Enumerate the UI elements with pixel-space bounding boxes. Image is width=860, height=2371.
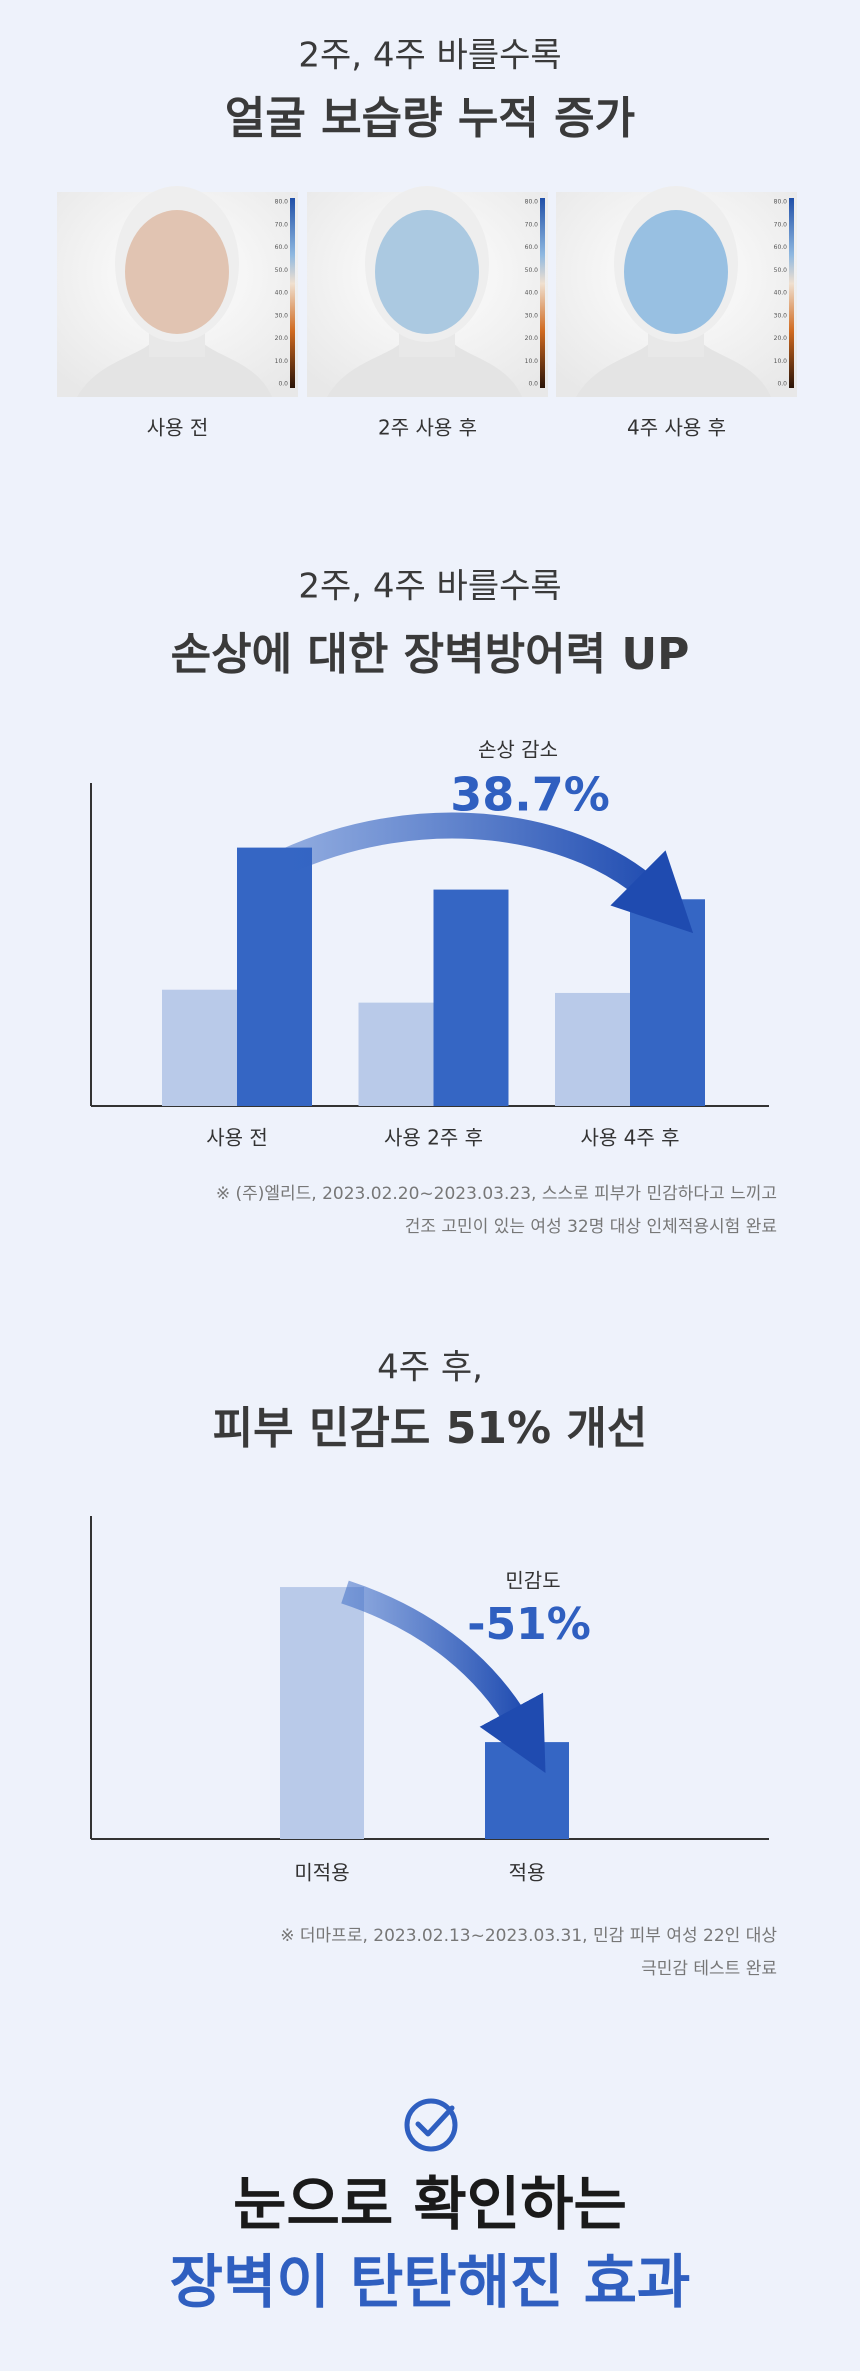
annotation-value: -51% [467,1599,591,1650]
x-tick-label: 사용 전 [206,1126,268,1150]
trend-arrow [279,812,694,934]
scale-label: 10.0 [525,358,539,365]
trend-arrow [341,1580,546,1774]
scale-label: 20.0 [525,335,539,342]
bar [237,847,312,1106]
x-tick-label: 미적용 [294,1861,349,1885]
moisture-tint [375,210,479,334]
bar [162,989,237,1106]
scale-label: 50.0 [525,267,539,274]
face-images: 사용 전80.070.060.050.040.030.020.010.00.02… [57,186,797,440]
scale-label: 40.0 [275,290,289,297]
section-subtitle: 4주 후, [377,1348,483,1388]
footnote: 건조 고민이 있는 여성 32명 대상 인체적용시험 완료 [405,1217,777,1237]
moisture-tint [624,210,728,334]
check-icon [404,2098,458,2152]
bar [485,1742,569,1839]
section-title: 손상에 대한 장벽방어력 UP [171,629,690,680]
color-scale [290,198,295,388]
color-scale [540,198,545,388]
footnote: ※ 더마프로, 2023.02.13~2023.03.31, 민감 피부 여성 … [280,1926,777,1946]
scale-label: 30.0 [774,312,788,319]
scale-label: 80.0 [525,199,539,206]
scale-label: 40.0 [525,290,539,297]
section-subtitle: 2주, 4주 바를수록 [298,36,561,76]
scale-label: 30.0 [525,312,539,319]
shoulders [77,342,272,397]
face-panel: 사용 전 80.0 70.0 60.0 50.0 40.0 30.0 20.0 10.0 0.0 [57,186,298,440]
barrier-chart: 사용 전 사용 2주 후 사용 4주 후 [90,783,769,1150]
annotation-label: 손상 감소 [478,738,558,762]
scale-label: 70.0 [275,221,289,228]
sensitivity-chart: 미적용 적용 [90,1516,769,1885]
annotation-label: 민감도 [505,1569,560,1593]
bar [555,992,630,1106]
shoulders [327,342,522,397]
x-tick-label: 적용 [509,1861,546,1885]
scale-label: 20.0 [774,335,788,342]
bar [280,1587,364,1839]
image-label: 2주 사용 후 [378,416,477,440]
section-title: 피부 민감도 51% 개선 [213,1403,648,1454]
bar [433,889,509,1106]
bar [358,1002,434,1106]
image-label: 4주 사용 후 [627,416,726,440]
annotation-value: 38.7% [450,768,610,822]
scale-label: 60.0 [774,244,788,251]
scale-label: 30.0 [275,312,289,319]
scale-label: 80.0 [275,199,289,206]
scale-label: 10.0 [774,358,788,365]
footnote: 극민감 테스트 완료 [641,1959,777,1979]
closing-line: 눈으로 확인하는 [233,2170,627,2238]
section-title: 얼굴 보습량 누적 증가 [225,93,635,144]
scale-label: 60.0 [525,244,539,251]
scale-label: 20.0 [275,335,289,342]
scale-label: 10.0 [275,358,289,365]
scale-label: 0.0 [777,381,787,388]
color-scale [789,198,794,388]
section-subtitle: 2주, 4주 바를수록 [298,567,561,607]
scale-label: 0.0 [528,381,538,388]
face-panel: 2주 사용 후 80.0 70.0 60.0 50.0 40.0 30.0 20.0 10.0 0… [307,186,548,440]
scale-label: 70.0 [774,221,788,228]
x-tick-label: 사용 4주 후 [580,1126,679,1150]
image-label: 사용 전 [147,416,209,440]
bar [630,899,705,1106]
face-panel: 4주 사용 후 80.0 70.0 60.0 50.0 40.0 30.0 20.0 10.0 0… [556,186,797,440]
scale-label: 40.0 [774,290,788,297]
scale-label: 70.0 [525,221,539,228]
scale-label: 50.0 [275,267,289,274]
moisture-tint [125,210,229,334]
footnote: ※ (주)엘리드, 2023.02.20~2023.03.23, 스스로 피부가… [216,1184,777,1204]
scale-label: 0.0 [278,381,288,388]
shoulders [576,342,771,397]
scale-label: 60.0 [275,244,289,251]
scale-label: 80.0 [774,199,788,206]
closing-line: 장벽이 탄탄해진 효과 [170,2248,691,2316]
scale-label: 50.0 [774,267,788,274]
x-tick-label: 사용 2주 후 [384,1126,483,1150]
